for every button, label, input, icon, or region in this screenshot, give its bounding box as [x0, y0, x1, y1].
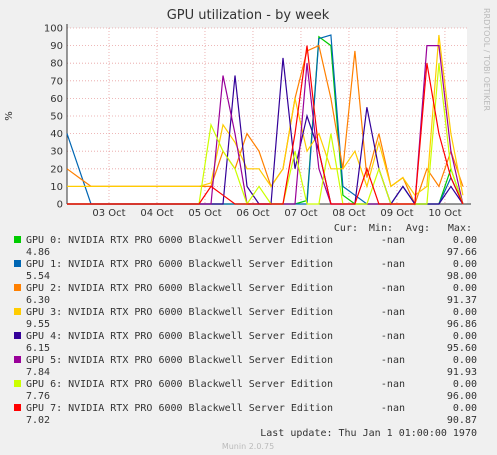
legend-max: 97.66 — [447, 247, 477, 258]
legend-header: Min: — [369, 223, 393, 234]
legend-header: Max: — [448, 223, 472, 234]
y-tick-label: 30 — [50, 147, 63, 158]
legend-cur: -nan — [381, 307, 405, 318]
x-tick-label: 08 Oct — [332, 208, 365, 219]
legend-label: GPU 5: NVIDIA RTX PRO 6000 Blackwell Ser… — [26, 355, 333, 366]
series-line — [67, 45, 464, 205]
legend-max: 98.00 — [447, 271, 477, 282]
y-tick-label: 0 — [57, 200, 63, 211]
version: Munin 2.0.75 — [222, 442, 274, 451]
series-line — [67, 34, 464, 197]
x-tick-label: 03 Oct — [92, 208, 125, 219]
x-tick-label: 10 Oct — [428, 208, 461, 219]
legend-swatch — [14, 332, 21, 339]
y-tick-label: 70 — [50, 76, 63, 87]
legend-cur: -nan — [381, 403, 405, 414]
legend-max: 90.87 — [447, 415, 477, 426]
legend-header: Cur: — [334, 223, 358, 234]
legend-max: 91.93 — [447, 367, 477, 378]
legend-header: Avg: — [406, 223, 430, 234]
x-tick-label: 05 Oct — [188, 208, 221, 219]
legend-label: GPU 6: NVIDIA RTX PRO 6000 Blackwell Ser… — [26, 379, 333, 390]
legend-min: 0.00 — [453, 283, 477, 294]
legend-avg: 9.55 — [26, 319, 50, 330]
legend-label: GPU 3: NVIDIA RTX PRO 6000 Blackwell Ser… — [26, 307, 333, 318]
legend-cur: -nan — [381, 259, 405, 270]
legend-swatch — [14, 356, 21, 363]
y-tick-label: 10 — [50, 182, 63, 193]
legend-avg: 4.86 — [26, 247, 50, 258]
legend-cur: -nan — [381, 355, 405, 366]
y-tick-label: 20 — [50, 164, 63, 175]
legend-swatch — [14, 308, 21, 315]
legend-min: 0.00 — [453, 355, 477, 366]
footer: Last update: Thu Jan 1 01:00:00 1970 — [260, 428, 477, 439]
legend-cur: -nan — [381, 331, 405, 342]
legend-avg: 6.15 — [26, 343, 50, 354]
legend-min: 0.00 — [453, 259, 477, 270]
x-tick-label: 04 Oct — [140, 208, 173, 219]
y-tick-label: 50 — [50, 112, 63, 123]
y-tick-label: 60 — [50, 94, 63, 105]
legend-swatch — [14, 404, 21, 411]
legend-swatch — [14, 380, 21, 387]
legend-min: 0.00 — [453, 379, 477, 390]
legend-avg: 6.30 — [26, 295, 50, 306]
legend-avg: 7.76 — [26, 391, 50, 402]
legend-min: 0.00 — [453, 307, 477, 318]
x-tick-label: 07 Oct — [284, 208, 317, 219]
x-tick-label: 06 Oct — [236, 208, 269, 219]
legend-min: 0.00 — [453, 403, 477, 414]
legend-min: 0.00 — [453, 331, 477, 342]
y-axis-label: % — [4, 111, 15, 121]
legend-label: GPU 0: NVIDIA RTX PRO 6000 Blackwell Ser… — [26, 235, 333, 246]
y-tick-label: 40 — [50, 129, 63, 140]
y-tick-label: 100 — [44, 24, 63, 35]
legend-max: 95.60 — [447, 343, 477, 354]
legend-avg: 7.84 — [26, 367, 50, 378]
chart-title: GPU utilization - by week — [167, 8, 330, 23]
legend-min: 0.00 — [453, 235, 477, 246]
y-tick-label: 80 — [50, 59, 63, 70]
legend-avg: 7.02 — [26, 415, 50, 426]
legend-cur: -nan — [381, 283, 405, 294]
legend-label: GPU 7: NVIDIA RTX PRO 6000 Blackwell Ser… — [26, 403, 333, 414]
legend-cur: -nan — [381, 379, 405, 390]
legend-max: 91.37 — [447, 295, 477, 306]
legend-swatch — [14, 284, 21, 291]
legend-label: GPU 1: NVIDIA RTX PRO 6000 Blackwell Ser… — [26, 259, 333, 270]
side-text: RRDTOOL / TOBI OETIKER — [482, 8, 491, 111]
legend-label: GPU 4: NVIDIA RTX PRO 6000 Blackwell Ser… — [26, 331, 333, 342]
legend-max: 96.86 — [447, 319, 477, 330]
legend-swatch — [14, 260, 21, 267]
x-tick-label: 09 Oct — [380, 208, 413, 219]
legend-swatch — [14, 236, 21, 243]
legend-max: 96.00 — [447, 391, 477, 402]
legend-label: GPU 2: NVIDIA RTX PRO 6000 Blackwell Ser… — [26, 283, 333, 294]
legend-avg: 5.54 — [26, 271, 50, 282]
legend-cur: -nan — [381, 235, 405, 246]
y-tick-label: 90 — [50, 41, 63, 52]
